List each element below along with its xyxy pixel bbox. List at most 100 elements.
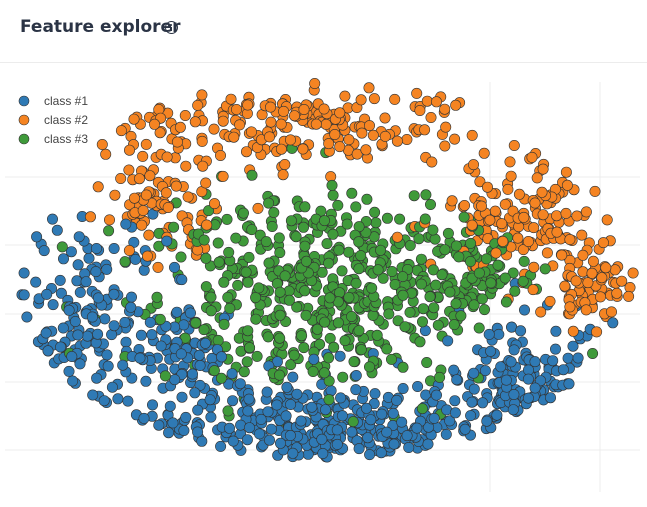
point-class-3[interactable] <box>323 257 335 269</box>
point-class-3[interactable] <box>299 201 311 213</box>
point-class-2[interactable] <box>421 95 433 107</box>
point-class-2[interactable] <box>123 245 135 257</box>
point-class-1[interactable] <box>308 353 320 365</box>
point-class-3[interactable] <box>315 205 327 217</box>
point-class-2[interactable] <box>228 131 240 143</box>
point-class-2[interactable] <box>334 107 346 119</box>
point-class-3[interactable] <box>428 302 440 314</box>
point-class-3[interactable] <box>444 286 456 298</box>
point-class-3[interactable] <box>386 266 398 278</box>
point-class-2[interactable] <box>466 129 478 141</box>
point-class-1[interactable] <box>224 422 236 434</box>
point-class-3[interactable] <box>242 276 254 288</box>
point-class-2[interactable] <box>466 219 478 231</box>
point-class-1[interactable] <box>295 415 307 427</box>
point-class-2[interactable] <box>512 232 524 244</box>
point-class-2[interactable] <box>343 134 355 146</box>
point-class-2[interactable] <box>544 295 556 307</box>
point-class-3[interactable] <box>381 212 393 224</box>
point-class-2[interactable] <box>323 138 335 150</box>
point-class-1[interactable] <box>381 426 393 438</box>
point-class-1[interactable] <box>265 423 277 435</box>
point-class-2[interactable] <box>508 140 520 152</box>
point-class-2[interactable] <box>368 93 380 105</box>
point-class-3[interactable] <box>492 259 504 271</box>
point-class-2[interactable] <box>580 304 592 316</box>
point-class-1[interactable] <box>199 337 211 349</box>
point-class-2[interactable] <box>339 90 351 102</box>
point-class-3[interactable] <box>499 272 511 284</box>
point-class-3[interactable] <box>439 244 451 256</box>
point-class-1[interactable] <box>397 382 409 394</box>
point-class-3[interactable] <box>416 316 428 328</box>
point-class-1[interactable] <box>120 336 132 348</box>
point-class-3[interactable] <box>307 365 319 377</box>
point-class-2[interactable] <box>92 181 104 193</box>
point-class-2[interactable] <box>154 127 166 139</box>
point-class-3[interactable] <box>450 298 462 310</box>
point-class-3[interactable] <box>323 394 335 406</box>
point-class-2[interactable] <box>587 255 599 267</box>
point-class-2[interactable] <box>137 150 149 162</box>
point-class-1[interactable] <box>529 356 541 368</box>
point-class-2[interactable] <box>180 160 192 172</box>
point-class-3[interactable] <box>316 266 328 278</box>
point-class-1[interactable] <box>364 449 376 461</box>
point-class-1[interactable] <box>92 292 104 304</box>
point-class-2[interactable] <box>577 266 589 278</box>
point-class-2[interactable] <box>426 156 438 168</box>
point-class-2[interactable] <box>320 118 332 130</box>
point-class-2[interactable] <box>556 249 568 261</box>
point-class-1[interactable] <box>57 322 69 334</box>
point-class-2[interactable] <box>142 250 154 262</box>
point-class-3[interactable] <box>268 207 280 219</box>
point-class-2[interactable] <box>391 231 403 243</box>
point-class-3[interactable] <box>273 369 285 381</box>
point-class-1[interactable] <box>69 316 81 328</box>
point-class-1[interactable] <box>468 383 480 395</box>
point-class-2[interactable] <box>234 119 246 131</box>
point-class-3[interactable] <box>458 211 470 223</box>
point-class-1[interactable] <box>449 407 461 419</box>
point-class-2[interactable] <box>527 284 539 296</box>
point-class-3[interactable] <box>413 233 425 245</box>
point-class-3[interactable] <box>478 304 490 316</box>
point-class-2[interactable] <box>242 99 254 111</box>
point-class-3[interactable] <box>369 206 381 218</box>
point-class-3[interactable] <box>326 179 338 191</box>
point-class-3[interactable] <box>218 318 230 330</box>
point-class-3[interactable] <box>319 316 331 328</box>
point-class-2[interactable] <box>505 170 517 182</box>
point-class-1[interactable] <box>468 367 480 379</box>
point-class-1[interactable] <box>99 313 111 325</box>
point-class-1[interactable] <box>98 395 110 407</box>
point-class-3[interactable] <box>242 325 254 337</box>
point-class-2[interactable] <box>439 103 451 115</box>
point-class-3[interactable] <box>518 255 530 267</box>
point-class-1[interactable] <box>291 388 303 400</box>
legend-item-2[interactable]: class #2 <box>18 113 88 127</box>
scatter-plot[interactable]: class #1 class #2 class #3 <box>0 62 647 507</box>
point-class-1[interactable] <box>522 392 534 404</box>
point-class-1[interactable] <box>369 388 381 400</box>
point-class-2[interactable] <box>559 280 571 292</box>
point-class-1[interactable] <box>83 252 95 264</box>
point-class-3[interactable] <box>453 251 465 263</box>
point-class-2[interactable] <box>414 104 426 116</box>
point-class-1[interactable] <box>285 398 297 410</box>
point-class-2[interactable] <box>284 134 296 146</box>
point-class-2[interactable] <box>411 87 423 99</box>
point-class-1[interactable] <box>119 316 131 328</box>
point-class-1[interactable] <box>401 430 413 442</box>
point-class-3[interactable] <box>339 335 351 347</box>
point-class-3[interactable] <box>318 367 330 379</box>
point-class-1[interactable] <box>74 358 86 370</box>
point-class-3[interactable] <box>300 255 312 267</box>
point-class-3[interactable] <box>297 221 309 233</box>
point-class-1[interactable] <box>491 409 503 421</box>
point-class-3[interactable] <box>328 341 340 353</box>
point-class-1[interactable] <box>193 349 205 361</box>
point-class-3[interactable] <box>159 370 171 382</box>
point-class-3[interactable] <box>366 282 378 294</box>
point-class-1[interactable] <box>563 378 575 390</box>
